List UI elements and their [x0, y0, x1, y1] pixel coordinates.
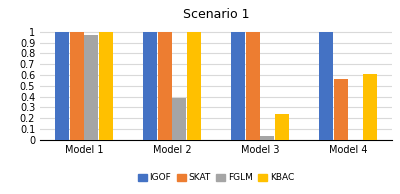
Bar — [187, 32, 201, 140]
Bar — [260, 136, 274, 140]
Bar — [172, 98, 186, 140]
Bar — [275, 114, 289, 140]
Bar — [231, 32, 245, 140]
Bar — [55, 32, 69, 140]
Bar — [143, 32, 157, 140]
Bar — [158, 32, 172, 140]
Legend: IGOF, SKAT, FGLM, KBAC: IGOF, SKAT, FGLM, KBAC — [134, 170, 298, 186]
Bar — [246, 32, 260, 140]
Bar — [319, 32, 333, 140]
Title: Scenario 1: Scenario 1 — [183, 8, 249, 21]
Bar — [84, 35, 98, 140]
Bar — [70, 32, 84, 140]
Bar — [334, 79, 348, 140]
Bar — [99, 32, 113, 140]
Bar — [363, 74, 377, 140]
